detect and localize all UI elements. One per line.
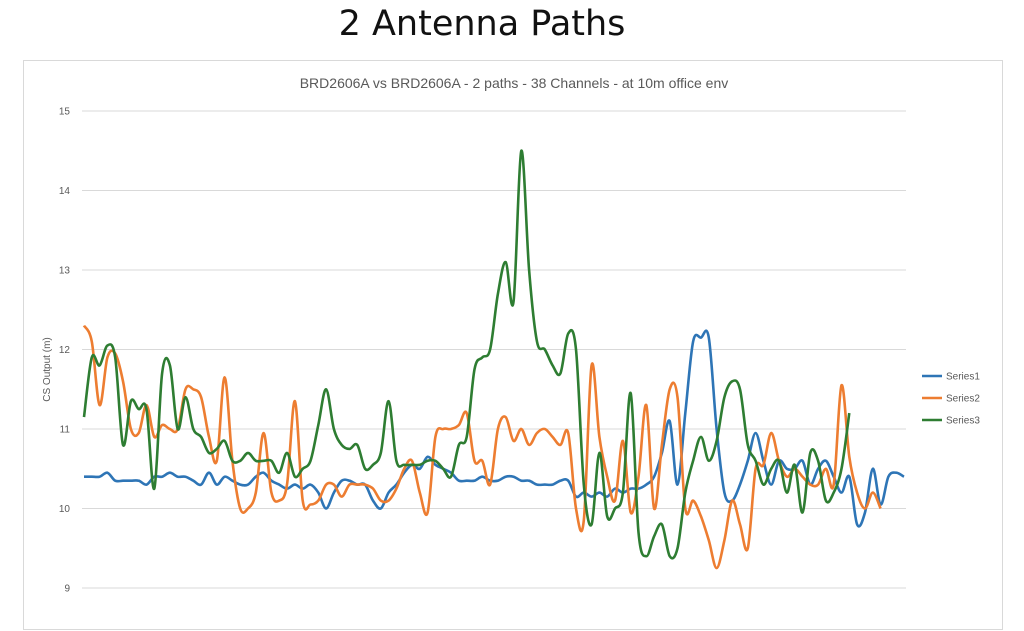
y-tick-label: 12	[59, 345, 71, 356]
y-tick-label: 10	[59, 504, 71, 515]
y-tick-label: 13	[59, 266, 71, 277]
legend: Series1 Series2 Series3	[922, 372, 980, 427]
y-tick-label: 11	[60, 425, 71, 436]
series-line-1	[84, 329, 905, 528]
y-tick-label: 14	[59, 186, 71, 197]
chart-title: BRD2606A vs BRD2606A - 2 paths - 38 Chan…	[299, 75, 729, 91]
slide-title: 2 Antenna Paths	[338, 4, 626, 44]
gridlines	[82, 110, 906, 589]
y-tick-label: 15	[59, 107, 71, 118]
series-lines	[82, 149, 905, 570]
series-line-3	[82, 149, 851, 560]
legend-label-3: Series3	[946, 416, 980, 427]
y-axis-ticks: 9 10 11 12 13 14 15	[59, 107, 71, 595]
y-axis-title: CS Output (m)	[42, 337, 53, 401]
chart-frame: BRD2606A vs BRD2606A - 2 paths - 38 Chan…	[23, 60, 1003, 630]
series-line-2	[82, 324, 882, 570]
legend-label-2: Series2	[946, 394, 980, 405]
legend-label-1: Series1	[946, 372, 980, 383]
y-tick-label: 9	[64, 584, 70, 595]
